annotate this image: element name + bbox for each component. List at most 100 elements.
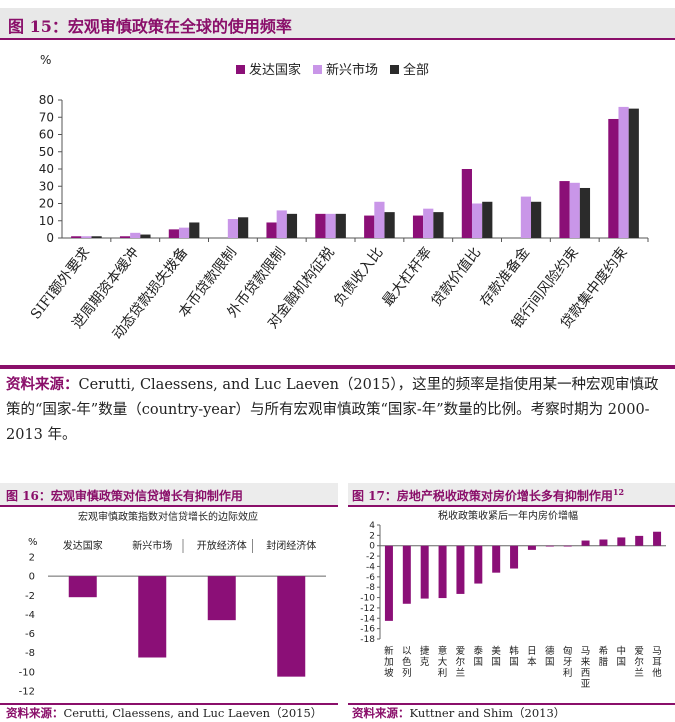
figure-15-source-rule xyxy=(0,365,675,369)
bar-2 xyxy=(276,210,287,238)
figure-16-source-rule xyxy=(0,703,338,705)
y-tick-label: -4 xyxy=(25,610,35,621)
x-category-char: 兰 xyxy=(456,667,466,679)
y-tick-label: 4 xyxy=(369,521,375,531)
y-tick-label: 2 xyxy=(29,553,35,564)
column-header: 封闭经济体 xyxy=(266,539,316,552)
figure-16-title: 图 16：宏观审慎政策对信贷增长有抑制作用 xyxy=(6,489,243,503)
y-tick-label: 0 xyxy=(369,542,375,552)
x-category-char: 兰 xyxy=(634,667,644,679)
x-category-char: 韩 xyxy=(509,645,519,657)
y-tick-label: 50 xyxy=(39,145,54,159)
bar xyxy=(563,545,572,547)
legend-swatch-2 xyxy=(313,65,322,74)
bar-3 xyxy=(628,108,639,238)
x-category-char: 利 xyxy=(438,667,448,679)
figure-15-title: 图 15：宏观审慎政策在全球的使用频率 xyxy=(8,17,292,36)
figure-15-source: 资料来源：Cerutti, Claessens, and Luc Laeven（… xyxy=(6,372,670,448)
source-text: Cerutti, Claessens, and Luc Laeven（2015）… xyxy=(6,377,659,443)
x-category-char: 牙 xyxy=(563,657,573,668)
bar-2 xyxy=(227,219,239,238)
bar-2 xyxy=(325,213,336,238)
figure-17-title-bar xyxy=(348,483,675,507)
x-category-char: 美 xyxy=(491,645,501,657)
x-category-char: 亚 xyxy=(581,679,591,690)
y-tick-label: -8 xyxy=(25,648,35,659)
figure-16-chart: 宏观审慎政策指数对信贷增长的边际效应% 2 0 -2 -4 -6 -8 -10 -12 发达国家 新… xyxy=(19,510,326,698)
x-category-char: 西 xyxy=(581,668,591,679)
figure-16-source: 资料来源：Cerutti, Claessens, and Luc Laeven（… xyxy=(6,705,322,721)
x-category-char: 国 xyxy=(474,657,484,668)
y-tick-label: 60 xyxy=(39,128,54,142)
x-category-char: 利 xyxy=(563,667,573,679)
bar xyxy=(653,531,662,546)
x-category-char: 色 xyxy=(402,656,412,668)
bar-2 xyxy=(520,196,532,238)
bar-1 xyxy=(315,213,326,238)
bar-2 xyxy=(81,236,92,238)
x-category-char: 来 xyxy=(581,657,591,668)
bar xyxy=(527,545,536,550)
legend-label-2: 新兴市场 xyxy=(326,62,378,78)
bar xyxy=(438,545,447,599)
y-tick-label: -4 xyxy=(366,562,375,572)
figure-16-title-bar xyxy=(0,483,338,507)
bar-3 xyxy=(335,213,346,238)
bar-3 xyxy=(482,201,493,238)
bar xyxy=(635,535,644,546)
x-category-char: 匈 xyxy=(563,645,573,657)
chart-subtitle: 税收政策收紧后一年内房价增幅 xyxy=(438,509,578,522)
x-category-label: 希腊 xyxy=(599,645,609,668)
x-category-char: 日 xyxy=(527,646,537,657)
x-category-label: 意大利 xyxy=(438,645,448,679)
source-prefix: 资料来源： xyxy=(6,376,79,393)
y-tick-label: 20 xyxy=(39,197,54,211)
y-tick-label: -18 xyxy=(360,635,375,645)
x-category-char: 加 xyxy=(384,657,394,668)
bar-1 xyxy=(168,229,179,238)
bar xyxy=(474,545,483,584)
x-category-char: 国 xyxy=(509,657,519,668)
bar-2 xyxy=(423,208,434,238)
x-category-char: 爱 xyxy=(634,645,644,657)
x-category-label: 爱尔兰 xyxy=(456,645,466,679)
bar-2 xyxy=(178,227,190,238)
bar xyxy=(68,576,97,598)
y-tick-label: 70 xyxy=(39,110,54,124)
figure-17-title-text: 图 17：房地产税收政策对房价增长多有抑制作用 xyxy=(352,489,613,503)
x-category-label: 美国 xyxy=(491,645,501,668)
bar-3 xyxy=(433,212,444,238)
x-category-char: 意 xyxy=(438,645,448,657)
y-tick-label: -2 xyxy=(366,552,375,562)
x-category-char: 他 xyxy=(652,667,662,679)
x-category-char: 马 xyxy=(581,646,591,657)
x-category-label: 存款准备金 xyxy=(477,244,533,310)
x-category-char: 腊 xyxy=(599,657,609,668)
x-category-char: 尔 xyxy=(456,656,466,668)
x-category-label: 中国 xyxy=(617,645,627,668)
x-category-char: 耳 xyxy=(652,657,662,668)
bar-3 xyxy=(238,217,249,238)
x-category-char: 马 xyxy=(652,646,662,657)
x-category-label: 德国 xyxy=(545,645,555,668)
source-text: Cerutti, Claessens, and Luc Laeven（2015） xyxy=(63,706,323,720)
y-tick-label: 0 xyxy=(46,231,54,245)
bar-2 xyxy=(618,106,629,239)
y-tick-label: 80 xyxy=(39,93,54,107)
source-prefix: 资料来源： xyxy=(6,706,64,720)
figure-17-chart: 税收政策收紧后一年内房价增幅 420-2-4-6-8-10-12-14-16-18… xyxy=(360,509,666,690)
x-category-char: 坡 xyxy=(384,667,394,679)
bar-3 xyxy=(91,236,102,238)
x-category-label: 负债收入比 xyxy=(331,245,387,310)
x-category-char: 国 xyxy=(617,657,627,668)
bar-1 xyxy=(119,236,131,238)
bar xyxy=(617,537,626,546)
bar xyxy=(545,545,554,547)
y-tick-label: -14 xyxy=(360,614,375,624)
x-category-label: 马来西亚 xyxy=(581,646,591,690)
y-tick-label: -2 xyxy=(25,591,35,602)
x-category-char: 中 xyxy=(617,645,627,657)
figure-17-source: 资料来源：Kuttner and Shim（2013） xyxy=(352,705,565,721)
x-category-label: 最大杠杆率 xyxy=(379,244,435,310)
bar-2 xyxy=(569,182,580,238)
